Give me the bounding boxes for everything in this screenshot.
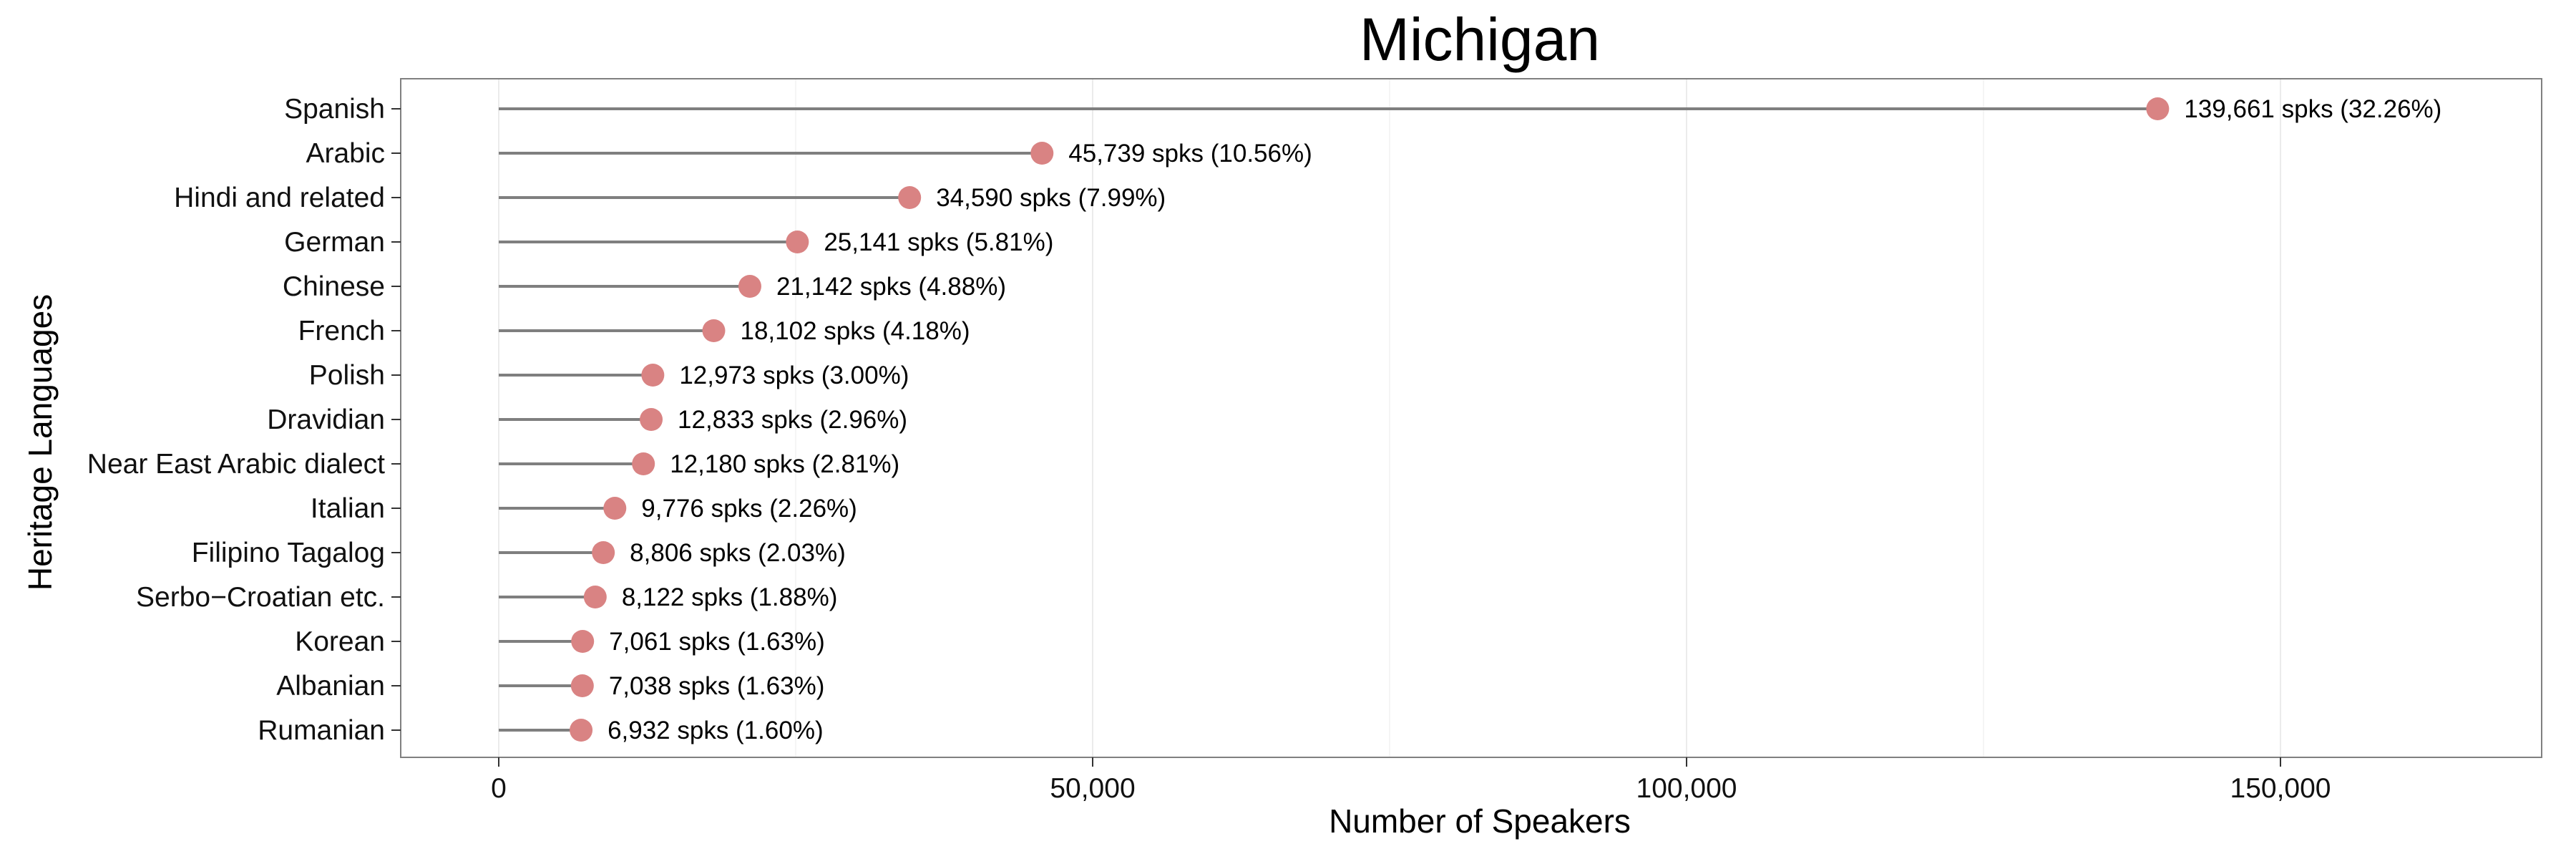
y-tick-label: Albanian [276, 671, 385, 702]
y-tick-label: German [284, 227, 385, 258]
data-point [570, 719, 593, 742]
x-tick-label: 0 [491, 773, 507, 804]
y-tick-label: Korean [295, 626, 385, 657]
y-tick-label: Chinese [283, 271, 385, 302]
data-labels: 139,661 spks (32.26%) 45,739 spks (10.56%… [608, 95, 2441, 744]
data-label: 8,122 spks (1.88%) [622, 583, 838, 611]
y-tick-label: Italian [311, 493, 385, 524]
data-label: 7,061 spks (1.63%) [609, 628, 825, 656]
data-point [603, 497, 627, 520]
data-point [2146, 97, 2170, 120]
data-point [898, 186, 922, 209]
data-point [702, 319, 726, 342]
y-tick-label: French [298, 316, 385, 346]
gridlines [498, 79, 2281, 757]
data-point [570, 674, 594, 697]
data-label: 25,141 spks (5.81%) [824, 228, 1053, 256]
y-tick-label: Serbo−Croatian etc. [136, 582, 385, 613]
data-label: 12,833 spks (2.96%) [678, 406, 907, 434]
x-tick-label: 100,000 [1636, 773, 1737, 804]
data-label: 139,661 spks (32.26%) [2184, 95, 2441, 123]
y-tick-label: Rumanian [258, 715, 385, 746]
data-point [738, 275, 761, 298]
y-axis: Spanish Arabic Hindi and related German Chin… [87, 94, 401, 746]
data-point [640, 408, 663, 431]
chart-title: Michigan [1360, 6, 1600, 73]
data-point [632, 452, 655, 475]
data-label: 7,038 spks (1.63%) [609, 672, 825, 700]
x-tick-label: 50,000 [1050, 773, 1135, 804]
x-tick-label: 150,000 [2230, 773, 2331, 804]
data-label: 21,142 spks (4.88%) [776, 273, 1006, 301]
data-label: 45,739 spks (10.56%) [1068, 140, 1312, 168]
data-point [786, 230, 809, 253]
points [570, 97, 2170, 742]
data-point [641, 364, 665, 387]
y-tick-label: Arabic [306, 138, 385, 169]
data-label: 6,932 spks (1.60%) [608, 717, 824, 744]
y-tick-label: Hindi and related [174, 183, 385, 213]
data-label: 8,806 spks (2.03%) [630, 539, 846, 567]
y-tick-label: Filipino Tagalog [192, 538, 385, 568]
y-tick-label: Near East Arabic dialect [87, 449, 385, 480]
data-label: 12,180 spks (2.81%) [670, 450, 899, 478]
y-tick-label: Spanish [284, 94, 385, 125]
data-point [571, 630, 595, 653]
x-axis-title: Number of Speakers [1329, 802, 1631, 840]
data-label: 18,102 spks (4.18%) [740, 317, 970, 345]
plot-panel [400, 78, 2542, 758]
data-point [583, 586, 607, 608]
x-axis: 0 50,000 100,000 150,000 [491, 757, 2331, 804]
data-point [1030, 142, 1054, 165]
panel-border [400, 78, 2542, 758]
stems [499, 107, 2158, 732]
data-label: 12,973 spks (3.00%) [679, 361, 909, 389]
data-point [592, 541, 615, 564]
data-label: 34,590 spks (7.99%) [936, 184, 1166, 212]
y-tick-label: Dravidian [267, 404, 385, 435]
data-label: 9,776 spks (2.26%) [641, 495, 857, 523]
y-tick-label: Polish [309, 360, 385, 391]
y-axis-title: Heritage Languages [21, 294, 59, 591]
